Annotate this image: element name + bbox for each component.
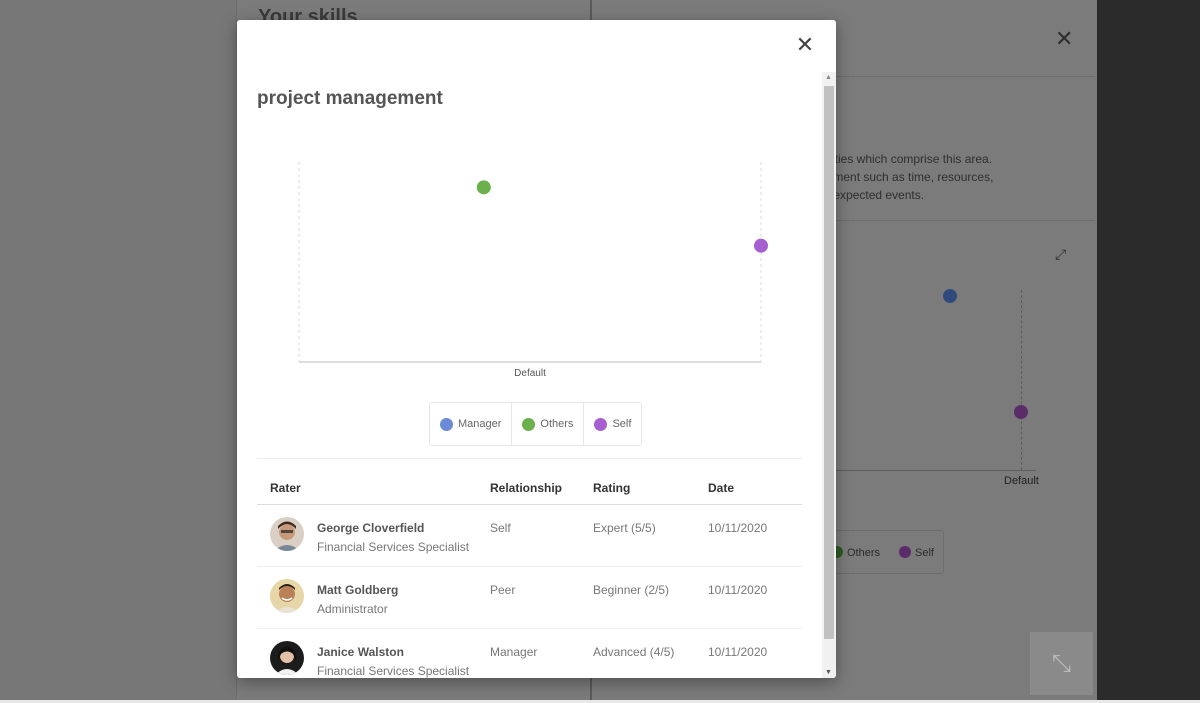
background-legend: Others Self	[822, 530, 944, 574]
table-header: Rater Relationship Rating Date	[257, 472, 802, 505]
background-divider	[592, 76, 1095, 77]
date-cell: 10/11/2020	[708, 521, 768, 535]
rating-cell: Advanced (4/5)	[593, 645, 675, 659]
legend-item-others[interactable]: Others	[512, 403, 585, 445]
background-bottom-edge	[0, 700, 1200, 703]
scroll-down-icon[interactable]: ▼	[825, 669, 832, 676]
legend-label: Self	[612, 418, 632, 430]
avatar	[270, 641, 304, 675]
modal-scrollbar[interactable]: ▲ ▼	[822, 72, 836, 678]
chart-x-axis-label: Default	[514, 368, 546, 379]
legend-dot-icon	[899, 546, 911, 558]
avatar	[270, 517, 304, 551]
rating-cell: Expert (5/5)	[593, 521, 656, 535]
date-cell: 10/11/2020	[708, 645, 768, 659]
legend-item-self[interactable]: Self	[584, 403, 641, 445]
background-axis-label: Default	[1004, 475, 1039, 487]
rater-name: George Cloverfield	[317, 521, 425, 535]
background-legend-label: Self	[915, 547, 934, 559]
legend-dot-icon	[440, 417, 453, 431]
background-description-line: tivities which comprise this area.	[820, 152, 993, 166]
relationship-cell: Manager	[490, 645, 538, 659]
rater-name: Matt Goldberg	[317, 583, 399, 597]
background-chart-axis	[836, 470, 1036, 471]
chart-legend: Manager Others Self	[429, 402, 643, 446]
rating-cell: Beginner (2/5)	[593, 583, 670, 597]
chart-points	[476, 180, 768, 253]
close-icon[interactable]: ✕	[795, 32, 815, 57]
background-chart-point	[1014, 405, 1028, 419]
column-header-rater[interactable]: Rater	[270, 481, 301, 495]
background-description-line: gement such as time, resources,	[820, 170, 994, 184]
legend-item-manager[interactable]: Manager	[430, 403, 513, 445]
legend-label: Manager	[458, 418, 502, 430]
rater-title: Financial Services Specialist	[317, 664, 470, 678]
legend-dot-icon	[594, 417, 608, 431]
scroll-up-icon[interactable]: ▲	[825, 74, 832, 81]
skill-detail-modal: ✕ project management Default Manager Oth…	[237, 20, 836, 678]
rater-title: Financial Services Specialist	[317, 540, 470, 554]
expand-icon[interactable]: ⤢	[1055, 246, 1067, 262]
rater-cell: George Cloverfield Financial Services Sp…	[257, 505, 490, 566]
background-divider	[592, 220, 1095, 221]
background-chart-guide	[1021, 290, 1022, 470]
date-cell: 10/11/2020	[708, 583, 768, 597]
chart-point-others[interactable]	[476, 180, 491, 195]
section-divider	[257, 458, 802, 459]
background-description-line: unexpected events.	[820, 188, 925, 202]
relationship-cell: Self	[490, 521, 511, 535]
ratings-table: Rater Relationship Rating Date George Cl…	[257, 472, 802, 678]
scatter-chart: Default	[298, 162, 768, 379]
rater-name: Janice Walston	[317, 645, 404, 659]
background-dark-area	[1097, 0, 1200, 700]
column-header-relationship[interactable]: Relationship	[490, 481, 563, 495]
column-header-date[interactable]: Date	[708, 481, 735, 495]
collapse-icon[interactable]: ⤡	[1030, 632, 1093, 695]
avatar	[270, 579, 304, 613]
rater-title: Administrator	[317, 602, 388, 616]
scroll-thumb[interactable]	[824, 86, 834, 639]
table-row[interactable]: Janice Walston Financial Services Specia…	[257, 629, 802, 678]
table-row[interactable]: George Cloverfield Financial Services Sp…	[257, 505, 802, 567]
rater-cell: Matt Goldberg Administrator	[257, 567, 490, 628]
background-legend-item[interactable]: Others	[831, 546, 880, 559]
modal-title: project management	[257, 88, 443, 109]
legend-label: Others	[540, 418, 574, 430]
background-legend-label: Others	[847, 547, 881, 559]
chart-point-self[interactable]	[754, 238, 768, 253]
column-header-rating[interactable]: Rating	[593, 481, 631, 495]
background-close-icon[interactable]: ✕	[1055, 26, 1074, 51]
table-row[interactable]: Matt Goldberg Administrator Peer Beginne…	[257, 567, 802, 629]
background-description: tivities which comprise this area. gemen…	[820, 150, 1090, 204]
rater-cell: Janice Walston Financial Services Specia…	[257, 629, 490, 678]
legend-dot-icon	[522, 417, 536, 431]
background-chart-point	[943, 289, 957, 303]
background-legend-item[interactable]: Self	[899, 546, 934, 559]
relationship-cell: Peer	[490, 583, 516, 597]
